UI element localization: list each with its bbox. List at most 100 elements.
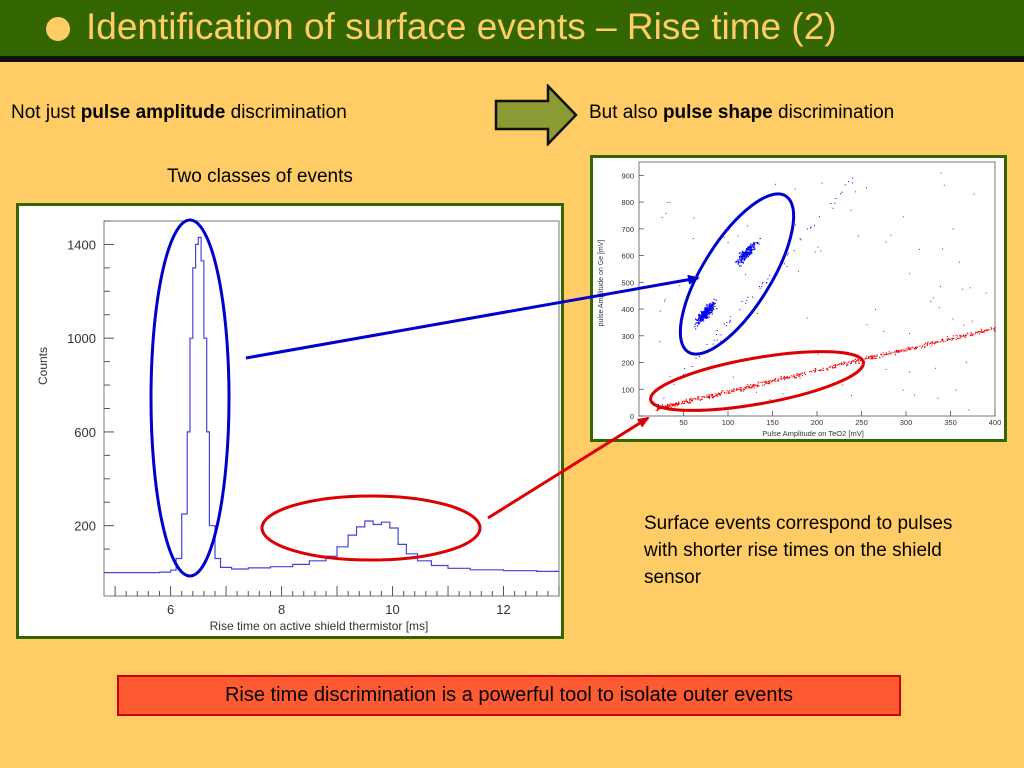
scatter-point-blue — [741, 260, 743, 262]
scatter-point-red — [664, 298, 666, 300]
scatter-point-red — [830, 365, 832, 367]
scatter-point-blue — [711, 305, 713, 307]
scatter-point-red — [666, 405, 668, 407]
scatter-point-red — [833, 364, 835, 366]
scatter-point-red — [871, 357, 873, 359]
scatter-point-red — [983, 330, 985, 332]
scatter-point-blue — [754, 248, 756, 250]
scatter-point-red — [934, 341, 936, 343]
scatter-point-blue — [705, 312, 707, 315]
scatter-point-blue — [747, 252, 749, 254]
scatter-point-blue — [712, 343, 714, 345]
scatter-point-red — [729, 390, 731, 392]
scatter-point-blue — [706, 308, 708, 311]
scatter-point-red — [849, 363, 851, 365]
scatter-point-red — [811, 371, 813, 373]
scatter-point-blue — [747, 247, 749, 249]
scatter-point-red — [798, 374, 800, 376]
histogram-x-axis-label: Rise time on active shield thermistor [m… — [210, 619, 429, 633]
scatter-point-blue — [738, 258, 740, 260]
scatter-point-red — [682, 402, 684, 404]
scatter-point-red — [758, 382, 760, 384]
scatter-point-blue — [704, 312, 706, 314]
scatter-point-blue — [708, 307, 710, 309]
scatter-point-red — [697, 398, 699, 400]
scatter-point-blue — [701, 319, 703, 321]
scatter-point-red — [794, 188, 796, 190]
scatter-point-red — [894, 354, 896, 356]
scatter-point-red — [907, 346, 909, 348]
scatter-point-red — [717, 395, 719, 397]
scatter-point-red — [741, 389, 743, 391]
scatter-point-blue — [743, 254, 745, 256]
scatter-point-red — [943, 184, 945, 186]
scatter-point-blue — [700, 320, 703, 322]
scatter-point-red — [926, 344, 928, 346]
scatter-y-tick-label: 500 — [621, 278, 634, 287]
scatter-x-tick-label: 50 — [679, 418, 687, 427]
scatter-point-blue — [740, 258, 742, 260]
scatter-point-red — [916, 346, 918, 348]
scatter-point-red — [840, 362, 842, 364]
scatter-point-red — [852, 359, 854, 361]
scatter-point-blue — [711, 307, 713, 309]
scatter-point-red — [715, 395, 717, 397]
scatter-point-blue — [713, 339, 715, 341]
scatter-point-red — [815, 370, 817, 372]
scatter-point-red — [821, 369, 823, 371]
scatter-point-red — [820, 250, 822, 252]
scatter-point-red — [676, 405, 678, 407]
scatter-point-red — [765, 381, 767, 383]
scatter-point-blue — [736, 261, 738, 263]
scatter-point-red — [732, 390, 734, 392]
scatter-point-red — [942, 339, 944, 341]
scatter-point-blue — [700, 314, 702, 317]
scatter-point-red — [703, 396, 705, 398]
scatter-point-red — [868, 357, 870, 359]
scatter-point-red — [706, 394, 708, 396]
scatter-point-blue — [750, 247, 752, 249]
scatter-point-red — [675, 402, 677, 404]
scatter-point-blue — [747, 248, 749, 251]
scatter-point-red — [802, 375, 804, 377]
scatter-point-red — [742, 390, 744, 392]
scatter-point-red — [903, 350, 905, 352]
scatter-point-red — [657, 408, 659, 410]
scatter-point-blue — [704, 316, 706, 318]
histogram-panel: 200 600 1000 1400 6 8 10 12 Counts Rise time o… — [16, 203, 564, 639]
scatter-point-red — [947, 338, 949, 340]
scatter-point-red — [874, 357, 876, 359]
scatter-point-red — [756, 391, 757, 393]
scatter-point-red — [993, 327, 995, 329]
scatter-x-axis-label: Pulse Amplitude on TeO2 [mV] — [762, 429, 864, 438]
scatter-point-blue — [753, 242, 755, 244]
scatter-point-red — [761, 381, 763, 383]
scatter-point-red — [672, 404, 674, 406]
scatter-point-red — [692, 400, 694, 402]
scatter-point-blue — [750, 246, 752, 248]
scatter-point-red — [737, 235, 739, 237]
scatter-point-red — [701, 396, 703, 398]
scatter-point-red — [855, 361, 857, 363]
scatter-point-blue — [737, 263, 739, 265]
scatter-point-red — [778, 380, 780, 382]
scatter-point-blue — [712, 304, 714, 306]
scatter-point-red — [903, 349, 905, 351]
scatter-point-red — [748, 385, 750, 387]
scatter-point-red — [897, 350, 899, 352]
scatter-point-blue — [702, 313, 704, 315]
scatter-point-blue — [741, 257, 743, 260]
scatter-point-blue — [852, 177, 854, 179]
scatter-point-red — [898, 350, 900, 352]
scatter-point-blue — [753, 245, 755, 247]
scatter-point-blue — [694, 318, 697, 320]
scatter-x-tick-label: 400 — [989, 418, 1002, 427]
scatter-point-red — [765, 382, 767, 384]
scatter-point-red — [717, 392, 719, 394]
scatter-point-blue — [752, 244, 754, 246]
scatter-point-blue — [712, 308, 714, 310]
scatter-point-blue — [735, 261, 737, 264]
scatter-point-red — [814, 370, 816, 372]
scatter-point-red — [985, 329, 987, 331]
scatter-point-red — [796, 373, 798, 375]
